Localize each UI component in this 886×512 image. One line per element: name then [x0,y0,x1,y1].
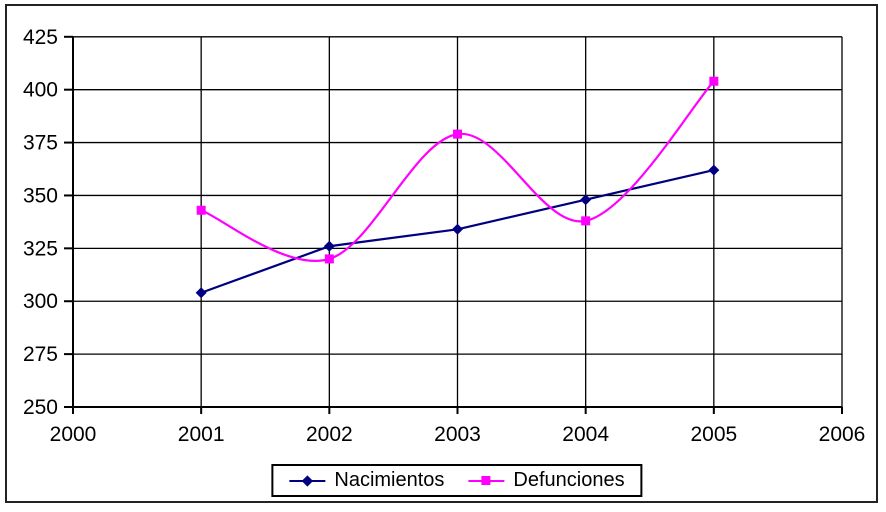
y-tick-label: 300 [23,290,58,313]
legend-label-defunciones: Defunciones [513,469,625,491]
y-tick-label: 325 [23,237,58,260]
x-tick-label: 2004 [562,423,609,446]
chart-legend: Nacimientos Defunciones [271,464,643,497]
y-tick-label: 375 [23,132,58,155]
diamond-marker-icon [195,287,207,299]
x-tick-label: 2005 [690,423,737,446]
diamond-marker-icon [323,240,335,252]
x-tick-label: 2003 [434,423,481,446]
x-tick-label: 2002 [306,423,353,446]
square-marker-icon [481,475,491,485]
legend-item-nacimientos: Nacimientos [289,469,444,492]
x-tick-label: 2006 [819,423,866,446]
legend-label-nacimientos: Nacimientos [334,469,445,491]
x-tick-label: 2000 [50,423,97,446]
diamond-marker-icon [452,223,463,235]
diamond-marker-icon [708,164,720,176]
nacimientos-key [289,474,326,487]
y-tick-label: 250 [23,396,58,419]
square-marker-icon [709,76,719,86]
y-tick-label: 350 [23,184,58,207]
square-marker-icon [453,129,462,139]
y-tick-label: 425 [23,26,58,49]
x-tick-label: 2001 [178,423,225,446]
legend-item-defunciones: Defunciones [468,469,625,492]
square-marker-icon [324,254,334,264]
chart-frame [5,4,878,503]
defunciones-key [468,475,505,487]
y-tick-label: 275 [23,343,58,366]
square-marker-icon [196,205,206,215]
y-tick-label: 400 [23,79,58,102]
diamond-marker-icon [580,194,592,206]
diamond-marker-icon [301,474,314,487]
square-marker-icon [581,216,591,226]
